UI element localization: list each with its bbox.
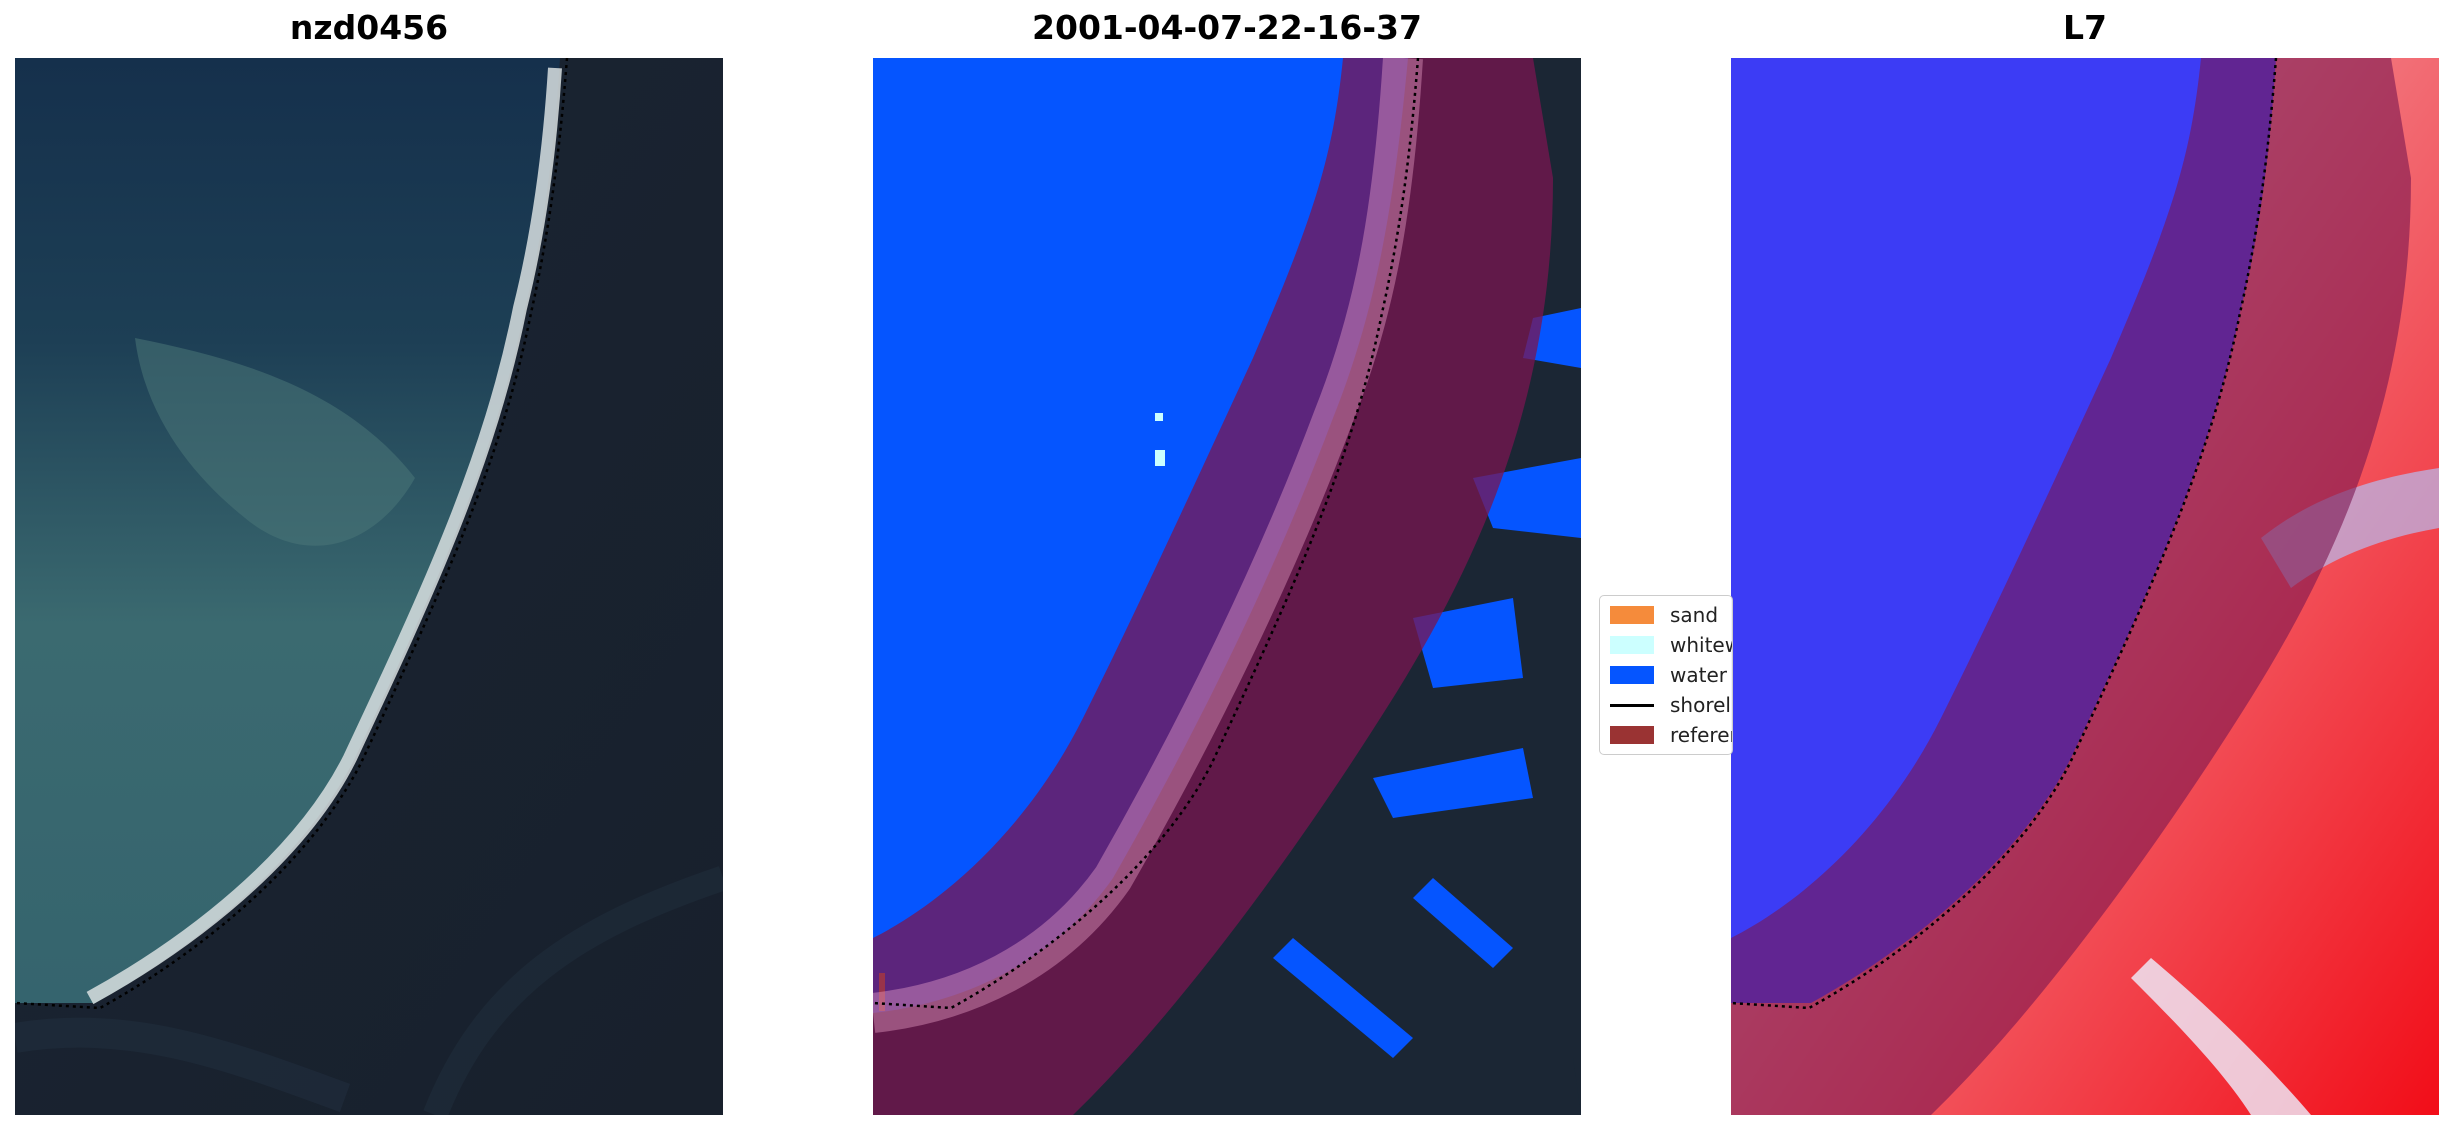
legend-item-water: water [1610, 662, 1727, 688]
sand-class-strip [873, 58, 1423, 1033]
water-class-patch [1413, 598, 1523, 688]
classification-image [873, 58, 1581, 1115]
reference-shoreline-buffer [873, 58, 1553, 1115]
index-canvas [1731, 58, 2439, 1115]
sand-swatch [1610, 606, 1654, 624]
bright-beach [86, 67, 562, 1005]
shoreline-line-swatch [1610, 703, 1654, 707]
water-class-patch [1413, 878, 1513, 968]
index-image [1731, 58, 2439, 1115]
legend-item-shoreline: shorel [1610, 692, 1731, 718]
whitewater-pixel [1155, 413, 1163, 421]
classification-canvas [873, 58, 1581, 1115]
water-class-patch [1273, 938, 1413, 1058]
legend-label: referen [1670, 723, 1732, 747]
water-class-area [873, 58, 1408, 1013]
reference-shoreline-buffer [1731, 58, 2411, 1115]
shoreline-contour [15, 58, 569, 1010]
shoreline-contour [1731, 58, 2278, 1010]
water-swatch [1610, 666, 1654, 684]
land-area [1023, 1058, 1581, 1115]
whitewater-swatch [1610, 636, 1654, 654]
rgb-satellite-image [15, 58, 723, 1115]
panel-title-date: 2001-04-07-22-16-37 [1032, 8, 1422, 47]
legend-item-sand: sand [1610, 602, 1718, 628]
shoreline-contour [873, 58, 1420, 1010]
land-ridge [423, 866, 723, 1115]
sediment-plume [135, 338, 415, 546]
panel-title-image-name: nzd0456 [289, 8, 449, 47]
rgb-image-canvas [15, 58, 723, 1115]
legend-label: water [1670, 663, 1727, 687]
land-ridge [15, 1017, 351, 1113]
legend-label: shorel [1670, 693, 1731, 717]
legend-label: sand [1670, 603, 1719, 627]
bright-index-patch [2131, 958, 2311, 1115]
panel-title-satellite: L7 [2063, 8, 2107, 47]
reference-swatch [1610, 726, 1654, 744]
legend-item-reference: referen [1610, 722, 1732, 748]
whitewater-pixel [1155, 450, 1165, 466]
water-class-patch [1373, 748, 1533, 818]
